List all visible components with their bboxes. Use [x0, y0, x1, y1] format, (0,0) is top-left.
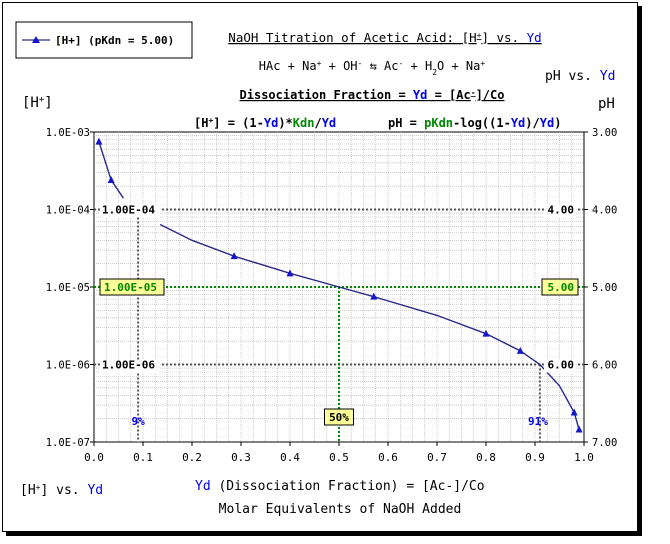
label-1e-6-left: 1.00E-06: [102, 359, 155, 372]
x-axis-label: Yd (Dissociation Fraction) = [Ac-]/Co: [195, 479, 485, 494]
y-right-axis-label: pH: [598, 96, 615, 112]
ph-formula: pH = pKdn-log((1-Yd)/Yd): [388, 116, 561, 130]
label-50pct: 50%: [329, 411, 349, 424]
y-right-tick-label: 3.00: [592, 127, 617, 139]
y-left-tick-label: 1.0E-04: [46, 205, 90, 217]
label-1e-5-left: 1.00E-05: [104, 281, 157, 294]
y-right-tick-label: 6.00: [592, 360, 617, 372]
x-tick-label: 0.6: [378, 451, 398, 464]
label-1e-4-right: 4.00: [548, 204, 575, 217]
right-title: pH vs. Yd: [545, 69, 615, 84]
data-point-marker: [570, 408, 578, 416]
label-1e-5-right-box: [541, 278, 579, 296]
x-tick-label: 0.4: [280, 451, 300, 464]
h-formula: [H+] = (1-Yd)*Kdn/Yd: [194, 116, 336, 131]
label-1e-6-left-bg: [100, 359, 160, 373]
annotation-labels: 1.00E-04 4.00 1.00E-06 6.00 1.00E-05 5.00 50% 9…: [99, 204, 579, 428]
x-tick-label: 0.1: [133, 451, 153, 464]
label-1e-5-right: 5.00: [548, 281, 575, 294]
x-tick-label: 0.3: [231, 451, 251, 464]
label-1e-6-right: 6.00: [548, 359, 575, 372]
data-point-marker: [370, 292, 378, 300]
data-point-marker: [230, 252, 238, 260]
data-point-marker: [107, 176, 115, 184]
y-left-tick-label: 1.0E-05: [46, 282, 90, 294]
data-point-marker: [516, 346, 524, 354]
y-left-tick-label: 1.0E-07: [46, 437, 90, 449]
label-1e-4-left: 1.00E-04: [102, 204, 155, 217]
dissociation-definition: Dissociation Fraction = Yd = [Ac-]/Co: [240, 88, 505, 103]
series-h-plus: [95, 137, 583, 433]
x-tick-label: 0.2: [182, 451, 202, 464]
x-tick-label: 0.9: [525, 451, 545, 464]
label-1e-4-right-bg: [544, 204, 576, 218]
x-tick-label: 0.7: [427, 451, 447, 464]
y-right-tick-label: 4.00: [592, 205, 617, 217]
label-9pct: 9%: [131, 415, 145, 428]
data-point-marker: [575, 425, 583, 433]
x-axis-label-2: Molar Equivalents of NaOH Added: [219, 502, 462, 517]
legend-marker: [32, 36, 40, 43]
label-1e-4-left-bg: [100, 204, 160, 218]
data-point-marker: [286, 269, 294, 277]
bottom-left-label: [H+] vs. Yd: [20, 483, 103, 499]
data-point-marker: [95, 137, 103, 145]
y-left-axis-label: [H+]: [22, 95, 53, 111]
y-right-tick-label: 5.00: [592, 282, 617, 294]
y-left-tick-label: 1.0E-03: [46, 127, 90, 139]
data-point-marker: [482, 329, 490, 337]
x-tick-label: 1.0: [574, 451, 594, 464]
chart-title: NaOH Titration of Acetic Acid: [H+] vs. …: [228, 30, 541, 45]
x-tick-label: 0.5: [329, 451, 349, 464]
label-91pct: 91%: [528, 415, 548, 428]
y-right-tick-label: 7.00: [592, 437, 617, 449]
label-50pct-box: [324, 408, 354, 426]
x-tick-label: 0.8: [476, 451, 496, 464]
legend-label: [H+] (pKdn = 5.00): [55, 34, 174, 47]
x-tick-label: 0.0: [84, 451, 104, 464]
label-1e-5-left-box: [99, 278, 165, 296]
y-left-tick-label: 1.0E-06: [46, 360, 90, 372]
axis-ticks: 0.0 0.1 0.2 0.3 0.4 0.5 0.6 0.7 0.8 0.9 1.0 1.0E-03…: [46, 127, 618, 464]
reaction-equation: HAc + Na+ + OH- ⇆ Ac- + H2O + Na+: [259, 59, 486, 77]
label-1e-6-right-bg: [544, 359, 576, 373]
